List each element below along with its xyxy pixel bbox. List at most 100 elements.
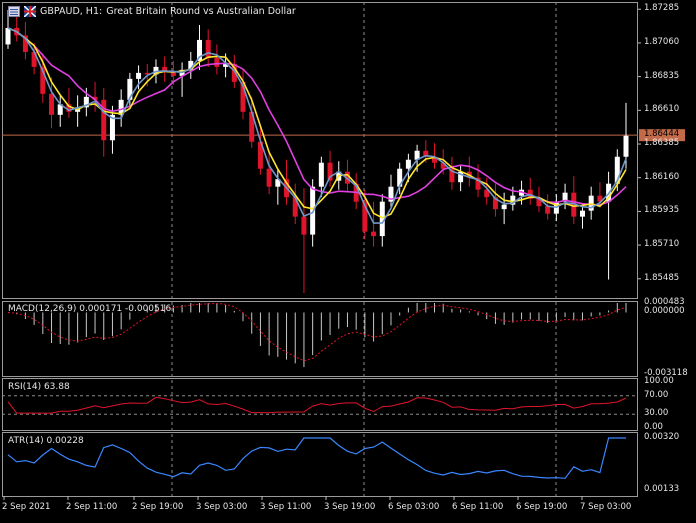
candle-body: [83, 96, 89, 108]
window-list-icon[interactable]: [8, 5, 20, 17]
current-price-badge: [639, 129, 685, 142]
time-tick-label: 3 Sep 11:00: [260, 502, 312, 512]
candle-body: [49, 93, 55, 115]
ma-fast-line: [7, 27, 627, 219]
price-tick-label: 1.85710: [644, 239, 680, 250]
rsi-tick-label: 100.00: [644, 376, 674, 386]
candle-body: [475, 177, 481, 190]
price-tick-label: 1.85485: [644, 272, 680, 283]
candle-body: [501, 204, 507, 210]
candle-body: [371, 231, 377, 237]
atr-title: ATR(14) 0.00228: [8, 436, 84, 446]
candle-body: [92, 96, 98, 100]
candle-body: [205, 39, 211, 58]
candle-body: [571, 192, 577, 217]
flag-icon: [23, 4, 37, 18]
rsi-tick-label: 30.00: [644, 408, 669, 419]
candle-body: [484, 189, 490, 198]
candle-body: [292, 197, 298, 217]
candle-body: [275, 179, 281, 187]
price-tick-label: 1.86160: [644, 171, 680, 182]
candle-body: [388, 186, 394, 202]
candle-body: [414, 150, 420, 160]
candle-body: [623, 135, 629, 157]
candle-body: [562, 192, 568, 202]
rsi-pane-frame: [2, 378, 638, 431]
time-tick-label: 6 Sep 03:00: [388, 502, 440, 512]
candle-body: [223, 63, 229, 67]
symbol-description: Great Britain Round vs Australian Dollar: [106, 5, 296, 17]
candle-body: [318, 162, 324, 187]
time-tick-label: 3 Sep 03:00: [196, 502, 248, 512]
candle-body: [397, 168, 403, 187]
atr-pane-frame: [2, 432, 638, 497]
candle-body: [144, 72, 150, 75]
rsi-line: [7, 396, 627, 414]
candle-body: [127, 78, 133, 100]
candle-body: [162, 66, 168, 72]
candle-body: [579, 210, 585, 217]
price-tick-label: 1.86835: [644, 70, 680, 81]
candle-body: [57, 104, 63, 115]
candle-body: [405, 159, 411, 169]
chart-header: GBPAUD, H1: Great Britain Round vs Austr…: [8, 4, 296, 18]
candle-body: [492, 197, 498, 210]
atr-tick-label: 0.00133: [644, 484, 680, 494]
candle-body: [449, 168, 455, 183]
macd-tick-label: 0.000483: [644, 296, 685, 307]
candle-body: [545, 206, 551, 214]
price-tick-label: 1.86610: [644, 104, 680, 115]
current-price-label: 1.86444: [644, 129, 680, 140]
candle-body: [214, 57, 220, 67]
candle-body: [196, 39, 202, 61]
price-tick-label: 1.87060: [644, 36, 680, 47]
price-pane-frame: [2, 2, 638, 299]
macd-tick-label: -0.003118: [644, 367, 688, 378]
candle-body: [423, 150, 429, 157]
candle-body: [249, 111, 255, 142]
candle-body: [440, 162, 446, 169]
candle-body: [66, 104, 72, 112]
candle-body: [109, 114, 115, 141]
candle-body: [188, 60, 194, 70]
candle-body: [432, 156, 438, 163]
candle-body: [231, 63, 237, 82]
price-tick-label: 1.85935: [644, 205, 680, 216]
macd-pane-frame: [2, 301, 638, 377]
candle-body: [5, 27, 11, 45]
candle-body: [31, 51, 37, 67]
candle-body: [310, 186, 316, 235]
atr-tick-label: 0.00320: [644, 432, 680, 442]
time-tick-label: 3 Sep 19:00: [324, 502, 376, 512]
ma-slow-line: [7, 27, 627, 206]
candle-body: [257, 141, 263, 169]
rsi-title: RSI(14) 63.88: [8, 382, 70, 392]
candle-body: [240, 81, 246, 112]
ma-mid-line: [7, 27, 627, 224]
candle-body: [458, 171, 464, 183]
candle-body: [170, 71, 176, 76]
candle-body: [379, 201, 385, 237]
atr-line: [7, 437, 626, 479]
candle-body: [536, 198, 542, 207]
candle-body: [301, 216, 307, 235]
time-tick-label: 7 Sep 03:00: [580, 502, 632, 512]
candle-body: [136, 72, 142, 79]
macd-tick-label: 0.000000: [644, 306, 685, 317]
candle-body: [362, 201, 368, 232]
symbol-label: GBPAUD, H1:: [40, 5, 103, 17]
candle-body: [614, 156, 620, 184]
rsi-tick-label: 70.00: [644, 389, 669, 400]
candle-body: [597, 195, 603, 202]
time-tick-label: 6 Sep 11:00: [452, 502, 504, 512]
price-tick-label: 1.87285: [644, 3, 680, 14]
macd-title: MACD(12,26,9) 0.000171 -0.000516: [8, 304, 172, 314]
time-tick-label: 2 Sep 11:00: [66, 502, 118, 512]
rsi-tick-label: 0.00: [644, 422, 663, 432]
candle-body: [40, 66, 46, 94]
time-tick-label: 2 Sep 19:00: [132, 502, 184, 512]
price-tick-label: 1.86385: [644, 138, 680, 148]
time-tick-label: 6 Sep 19:00: [516, 502, 568, 512]
